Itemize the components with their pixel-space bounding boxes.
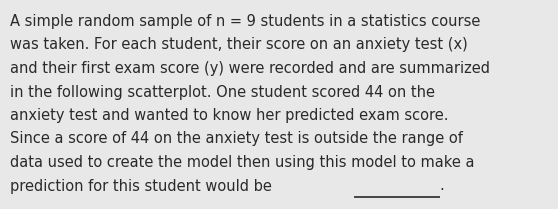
Text: A simple random sample of n = 9 students in a statistics course: A simple random sample of n = 9 students… [10, 14, 480, 29]
Text: in the following scatterplot. One student scored 44 on the: in the following scatterplot. One studen… [10, 84, 435, 99]
Text: Since a score of 44 on the anxiety test is outside the range of: Since a score of 44 on the anxiety test … [10, 131, 463, 147]
Text: was taken. For each student, their score on an anxiety test (x): was taken. For each student, their score… [10, 37, 468, 52]
Text: and their first exam score (y) were recorded and are summarized: and their first exam score (y) were reco… [10, 61, 490, 76]
Text: prediction for this student would be: prediction for this student would be [10, 178, 277, 194]
Text: anxiety test and wanted to know her predicted exam score.: anxiety test and wanted to know her pred… [10, 108, 449, 123]
Text: data used to create the model then using this model to make a: data used to create the model then using… [10, 155, 474, 170]
Text: .: . [440, 178, 444, 194]
